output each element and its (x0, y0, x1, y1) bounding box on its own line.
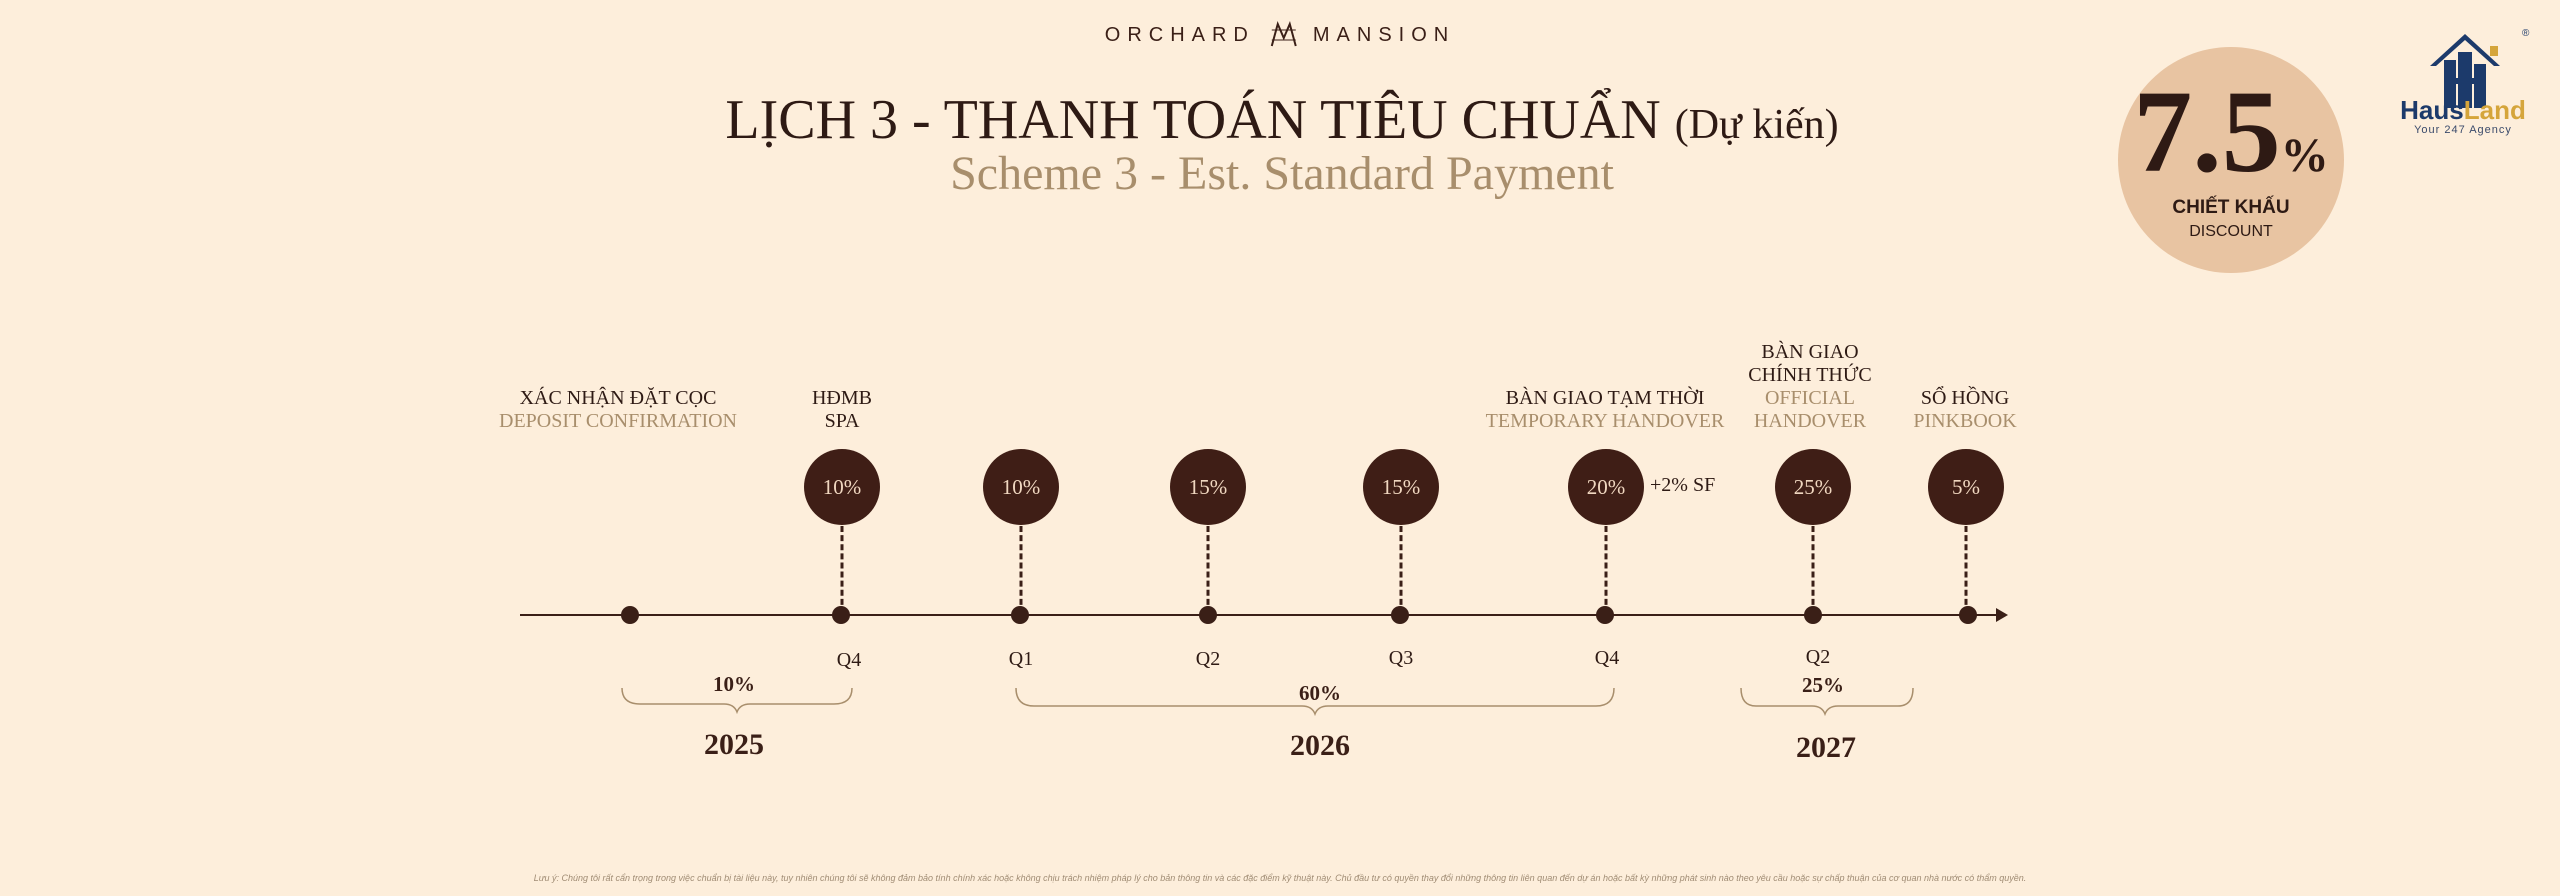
label-en: TEMPORARY HANDOVER (1485, 410, 1725, 432)
timeline-dot (621, 606, 639, 624)
milestone-label-official-handover: BÀN GIAO CHÍNH THỨC OFFICIAL HANDOVER (1748, 341, 1872, 433)
label-vn-2: CHÍNH THỨC (1748, 364, 1872, 386)
quarter-label: Q1 (1008, 648, 1034, 670)
timeline-dot (832, 606, 850, 624)
logo-name: HausLand (2400, 95, 2526, 125)
registered-mark: ® (2522, 28, 2530, 39)
timeline-axis (520, 614, 2000, 616)
disclaimer-text: Lưu ý: Chúng tôi rất cẩn trọng trong việ… (533, 873, 2027, 883)
label-en-2: HANDOVER (1753, 410, 1867, 432)
dashed-connector (1964, 526, 1968, 614)
brand-left-text: ORCHARD (1104, 23, 1255, 46)
label-vn: SỔ HỒNG (1920, 387, 2010, 409)
dashed-connector (1811, 526, 1815, 614)
label-vn: BÀN GIAO (1761, 341, 1859, 363)
dashed-connector (1019, 526, 1023, 614)
building-logo-icon: ® (2430, 28, 2530, 108)
payment-percent-circle: 15% (1363, 449, 1439, 525)
payment-percent-circle: 20% (1568, 449, 1644, 525)
quarter-label: Q2 (1195, 648, 1221, 670)
dashed-connector (1604, 526, 1608, 614)
milestone-label-temporary-handover: BÀN GIAO TẠM THỜI TEMPORARY HANDOVER (1486, 387, 1725, 433)
timeline-dot (1199, 606, 1217, 624)
payment-percent-circle: 10% (804, 449, 880, 525)
monogram-icon (1270, 20, 1297, 47)
dashed-connector (1399, 526, 1403, 614)
year-label: 2027 (1796, 731, 1856, 764)
group-percent: 10% (713, 672, 755, 696)
payment-percent-circle: 15% (1170, 449, 1246, 525)
discount-badge: 7.5% CHIẾT KHẤU DISCOUNT (2118, 47, 2344, 273)
quarter-label: Q4 (1594, 647, 1620, 669)
quarter-label: Q3 (1388, 647, 1414, 669)
brand-right-text: MANSION (1312, 23, 1456, 46)
label-en: OFFICIAL (1764, 387, 1855, 409)
label-en: DEPOSIT CONFIRMATION (499, 410, 737, 432)
year-label: 2025 (704, 728, 764, 761)
dashed-connector (840, 526, 844, 614)
discount-label-vn: CHIẾT KHẤU (2172, 197, 2290, 218)
payment-percent-circle: 10% (983, 449, 1059, 525)
milestone-label-spa: HĐMB SPA (812, 387, 872, 433)
title-vn: LỊCH 3 - THANH TOÁN TIÊU CHUẨN (725, 89, 1661, 151)
timeline-dot (1011, 606, 1029, 624)
quarter-label: Q2 (1805, 646, 1831, 668)
milestone-label-pinkbook: SỔ HỒNG PINKBOOK (1913, 387, 2016, 433)
label-vn-2: SPA (824, 410, 860, 432)
logo-tagline: Your 247 Agency (2414, 124, 2512, 136)
timeline-dot (1804, 606, 1822, 624)
timeline-dot (1959, 606, 1977, 624)
label-vn: BÀN GIAO TẠM THỜI (1505, 387, 1705, 409)
label-vn: XÁC NHẬN ĐẶT CỌC (519, 387, 717, 409)
payment-percent-circle: 5% (1928, 449, 2004, 525)
page-title: LỊCH 3 - THANH TOÁN TIÊU CHUẨN (Dự kiến) (725, 88, 1838, 152)
discount-value: 7.5% (2133, 66, 2329, 197)
label-en: PINKBOOK (1913, 410, 2017, 432)
label-vn: HĐMB (811, 387, 873, 409)
payment-percent-circle: 25% (1775, 449, 1851, 525)
year-label: 2026 (1290, 729, 1350, 762)
group-percent: 25% (1802, 673, 1844, 697)
quarter-label: Q4 (836, 649, 862, 671)
service-fee-note: +2% SF (1650, 474, 1716, 496)
group-percent: 60% (1299, 681, 1341, 705)
dashed-connector (1206, 526, 1210, 614)
arrow-right-icon (1996, 608, 2008, 622)
page-subtitle: Scheme 3 - Est. Standard Payment (950, 147, 1614, 200)
milestone-label-deposit: XÁC NHẬN ĐẶT CỌC DEPOSIT CONFIRMATION (499, 387, 737, 433)
title-note: (Dự kiến) (1674, 102, 1839, 148)
brand-wordmark: ORCHARD MANSION (1105, 20, 1455, 50)
timeline-dot (1596, 606, 1614, 624)
timeline-dot (1391, 606, 1409, 624)
discount-label-en: DISCOUNT (2189, 223, 2273, 240)
